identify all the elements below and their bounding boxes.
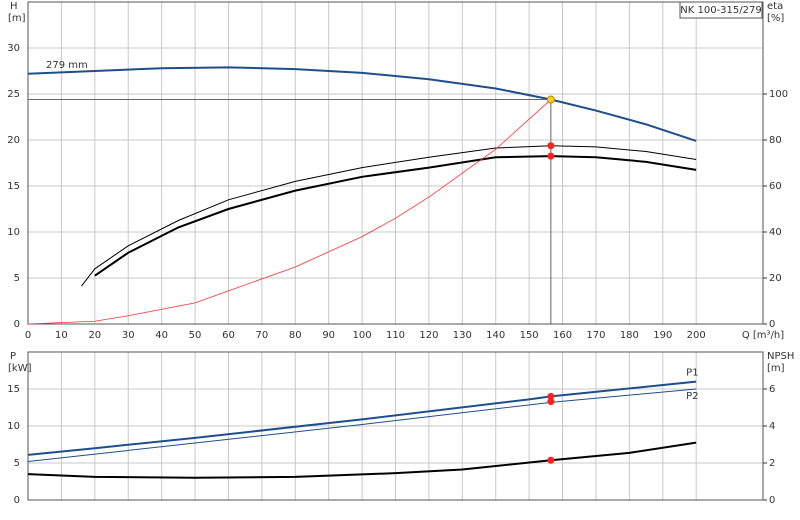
x-tick-label: 110: [386, 330, 405, 341]
curve: [81, 145, 697, 287]
curve-label: P1: [686, 368, 698, 379]
y-tick-label: 15: [7, 384, 20, 395]
y-tick-label: 5: [14, 273, 20, 284]
y-axis-title: P: [10, 351, 16, 362]
point: [547, 398, 555, 406]
x-tick-label: 30: [122, 330, 135, 341]
point: [547, 392, 555, 400]
y2-tick-label: 40: [769, 227, 782, 238]
curve: [94, 155, 697, 277]
y-tick-label: 25: [7, 89, 20, 100]
x-tick-label: 190: [653, 330, 672, 341]
x-tick-label: 70: [255, 330, 268, 341]
y2-tick-label: 4: [769, 421, 775, 432]
x-tick-label: 60: [222, 330, 235, 341]
y-axis-unit: [kW]: [8, 363, 32, 374]
x-tick-label: 130: [453, 330, 472, 341]
x-tick-label: 140: [486, 330, 505, 341]
y2-tick-label: 80: [769, 135, 782, 146]
y2-tick-label: 0: [769, 319, 775, 330]
point: [547, 456, 555, 464]
y2-tick-label: 0: [769, 495, 775, 506]
y-tick-label: 0: [14, 319, 20, 330]
x-tick-label: 200: [687, 330, 706, 341]
x-tick-label: 100: [353, 330, 372, 341]
title-box: [679, 1, 763, 19]
x-tick-label: 50: [189, 330, 202, 341]
curve: [27, 441, 697, 479]
y2-axis-unit: [m]: [767, 363, 785, 374]
curve-label: 279 mm: [46, 60, 88, 71]
x-tick-label: 10: [55, 330, 68, 341]
y2-tick-label: 60: [769, 181, 782, 192]
x-tick-label: 180: [620, 330, 639, 341]
curve: [27, 388, 697, 463]
curve: [27, 99, 552, 325]
y-tick-label: 20: [7, 135, 20, 146]
x-tick-label: 160: [553, 330, 572, 341]
y-tick-label: 15: [7, 181, 20, 192]
x-tick-label: 20: [88, 330, 101, 341]
plot-frame: [27, 351, 764, 501]
y-tick-label: 10: [7, 421, 20, 432]
y-axis-title: H: [10, 1, 18, 12]
x-tick-label: 170: [586, 330, 605, 341]
x-tick-label: 90: [322, 330, 335, 341]
y2-tick-label: 2: [769, 458, 775, 469]
y-axis-unit: [m]: [8, 13, 26, 24]
y-tick-label: 5: [14, 458, 20, 469]
x-tick-label: 40: [155, 330, 168, 341]
x-tick-label: 80: [289, 330, 302, 341]
x-tick-label: 0: [25, 330, 31, 341]
x-axis-title: Q [m³/h]: [742, 330, 784, 341]
y2-tick-label: 100: [769, 89, 788, 100]
y2-axis-unit: [%]: [767, 13, 784, 24]
point: [547, 152, 555, 160]
y-tick-label: 30: [7, 43, 20, 54]
x-tick-label: 150: [520, 330, 539, 341]
x-tick-label: 120: [419, 330, 438, 341]
y2-tick-label: 20: [769, 273, 782, 284]
chart-title: NK 100-315/279: [680, 5, 761, 16]
curve: [27, 66, 697, 142]
y-tick-label: 10: [7, 227, 20, 238]
y2-axis-title: NPSH: [767, 351, 794, 362]
y2-tick-label: 6: [769, 384, 775, 395]
point: [546, 95, 555, 104]
point: [547, 142, 555, 150]
y-tick-label: 0: [14, 495, 20, 506]
y2-axis-title: eta: [767, 1, 783, 12]
plot-frame: [27, 1, 764, 325]
curve-label: P2: [686, 391, 698, 402]
